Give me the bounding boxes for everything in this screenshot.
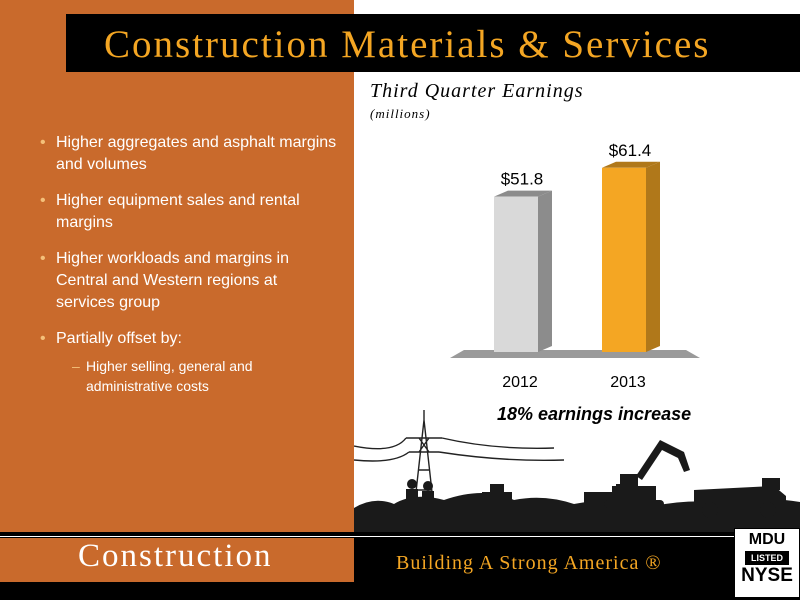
bar-top-2012 [494,190,552,197]
logo-bottom-text: NYSE [741,565,793,586]
data-label-2012: $51.8 [501,170,544,189]
bullet-item: • Higher equipment sales and rental margi… [40,190,340,234]
bullet-icon: • [40,250,46,267]
chart-floor [450,350,700,358]
construction-silhouette-image [354,410,800,532]
title-bar: Construction Materials & Services [66,14,800,72]
logo-middle-text: LISTED [745,551,789,565]
bullet-item: • Partially offset by: – Higher selling, g… [40,328,340,396]
sub-bullet-text: Higher selling, general and administrati… [86,358,253,394]
logo-top-text: MDU [748,531,786,548]
dash-icon: – [72,358,80,374]
right-panel [354,0,800,532]
footer-tagline: Building A Strong America ® [396,552,662,574]
footer-divider [0,536,800,537]
bullet-icon: • [40,134,46,151]
footer-segment-label: Construction [78,538,273,574]
bullet-text: Higher aggregates and asphalt margins an… [56,134,337,173]
bullet-text: Higher workloads and margins in Central … [56,250,289,311]
left-panel [0,0,354,532]
bullet-icon: • [40,192,46,209]
chart-title: Third Quarter Earnings [370,80,584,102]
bullet-item: • Higher aggregates and asphalt margins a… [40,132,340,176]
bullet-list: • Higher aggregates and asphalt margins a… [40,132,340,410]
bar-2012 [494,196,538,352]
data-label-2013: $61.4 [609,141,652,160]
bar-top-2013 [602,161,660,168]
category-label-2012: 2012 [502,374,538,391]
bullet-icon: • [40,330,46,347]
footer-segment-block [0,538,354,582]
bar-side-2013 [646,161,660,352]
chart-subtitle: (millions) [370,106,431,121]
slide-title: Construction Materials & Services [104,23,711,66]
earnings-bar-chart: $51.8 2012 $61.4 2013 [450,141,700,391]
sub-bullet-item: – Higher selling, general and administrat… [56,356,340,396]
category-label-2013: 2013 [610,374,646,391]
bullet-text: Higher equipment sales and rental margin… [56,192,300,231]
bullet-item: • Higher workloads and margins in Central… [40,248,340,314]
bar-2013 [602,167,646,352]
bullet-text: Partially offset by: [56,330,182,347]
bar-side-2012 [538,190,552,352]
mdu-nyse-logo: MDU LISTED NYSE [734,528,800,598]
chart-annotation: 18% earnings increase [497,404,692,424]
